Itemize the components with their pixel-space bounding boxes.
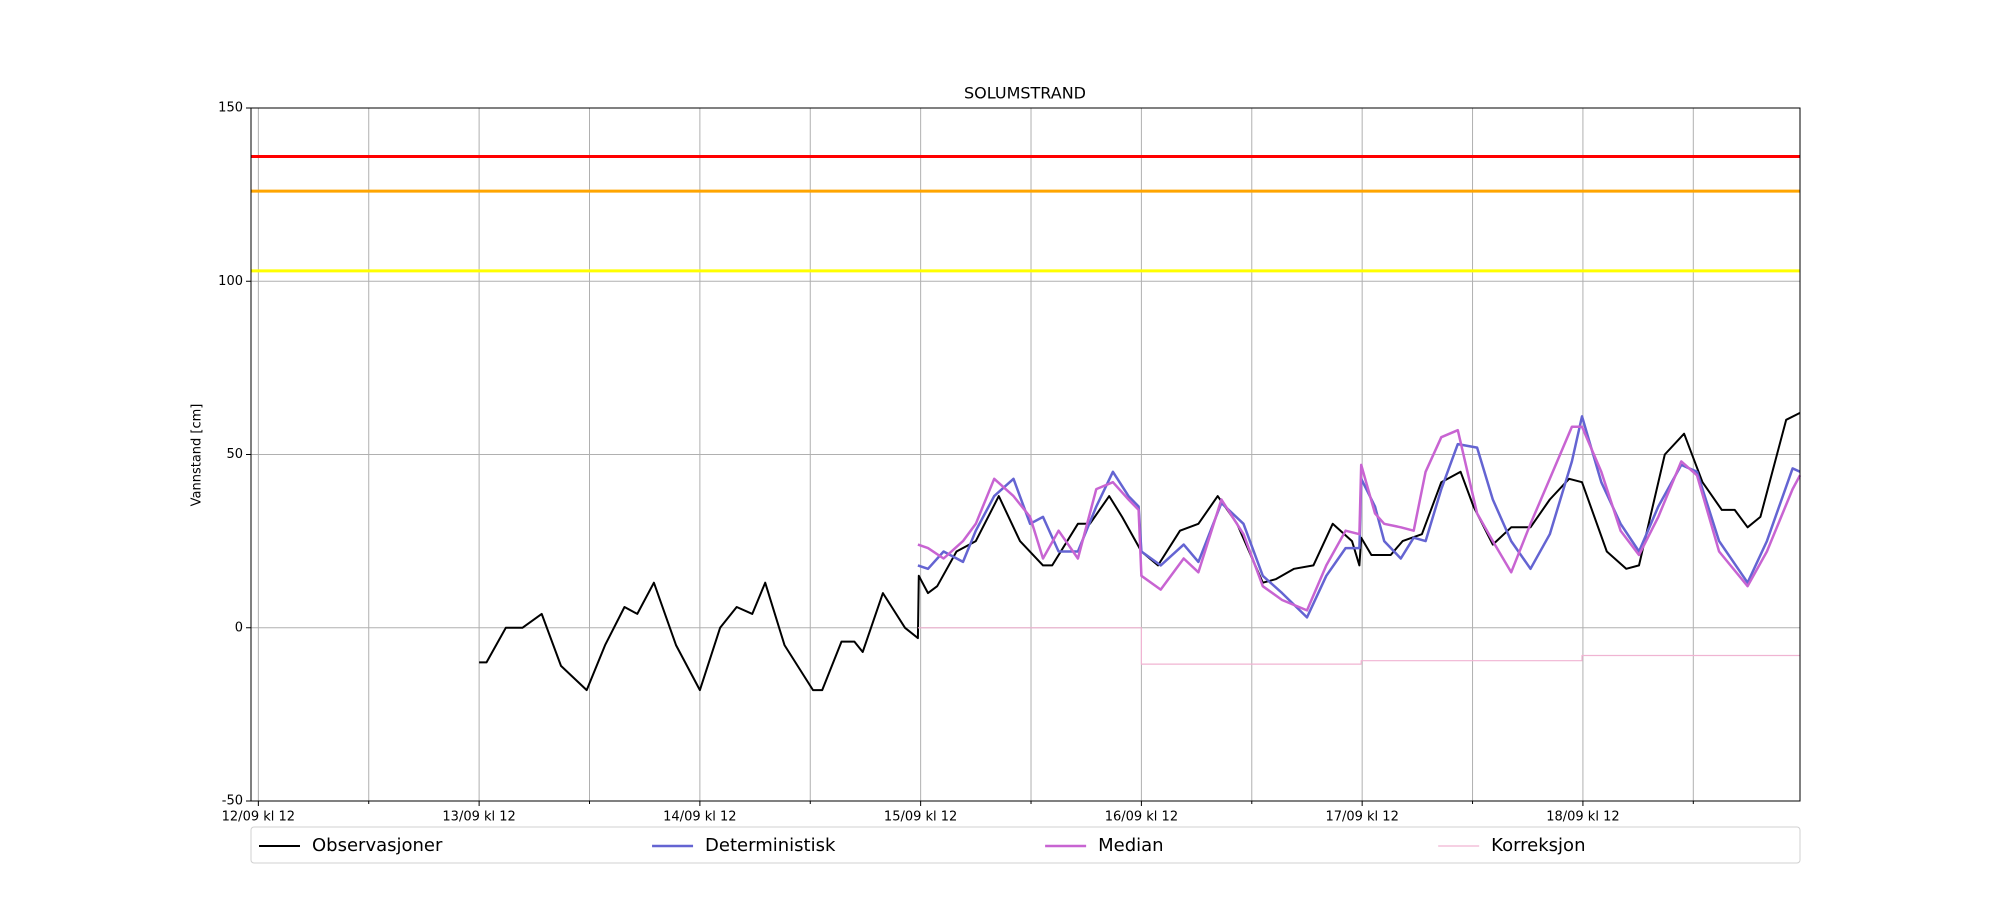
x-tick-label: 18/09 kl 12 [1546,810,1619,825]
chart-title: SOLUMSTRAND [964,84,1086,103]
y-tick-label: 0 [235,620,243,635]
y-axis-label: Vannstand [cm] [190,404,205,507]
legend-label: Deterministisk [705,835,836,856]
y-tick-label: 100 [218,274,243,289]
x-tick-label: 16/09 kl 12 [1105,810,1178,825]
y-tick-label: 50 [226,447,243,462]
x-tick-label: 12/09 kl 12 [222,810,295,825]
plot-frame [250,107,1801,802]
legend-box [250,826,1801,864]
y-tick-label: 150 [218,101,243,116]
x-tick-label: 13/09 kl 12 [442,810,515,825]
legend-label: Median [1098,835,1163,856]
series-line [917,627,1800,665]
x-tick-label: 17/09 kl 12 [1325,810,1398,825]
y-tick-label: -50 [222,794,243,809]
x-tick-label: 14/09 kl 12 [663,810,736,825]
legend-label: Korreksjon [1491,835,1585,856]
x-tick-label: 15/09 kl 12 [884,810,957,825]
legend-label: Observasjoner [312,835,443,856]
series-line [917,425,1802,612]
series-line [479,412,1801,692]
